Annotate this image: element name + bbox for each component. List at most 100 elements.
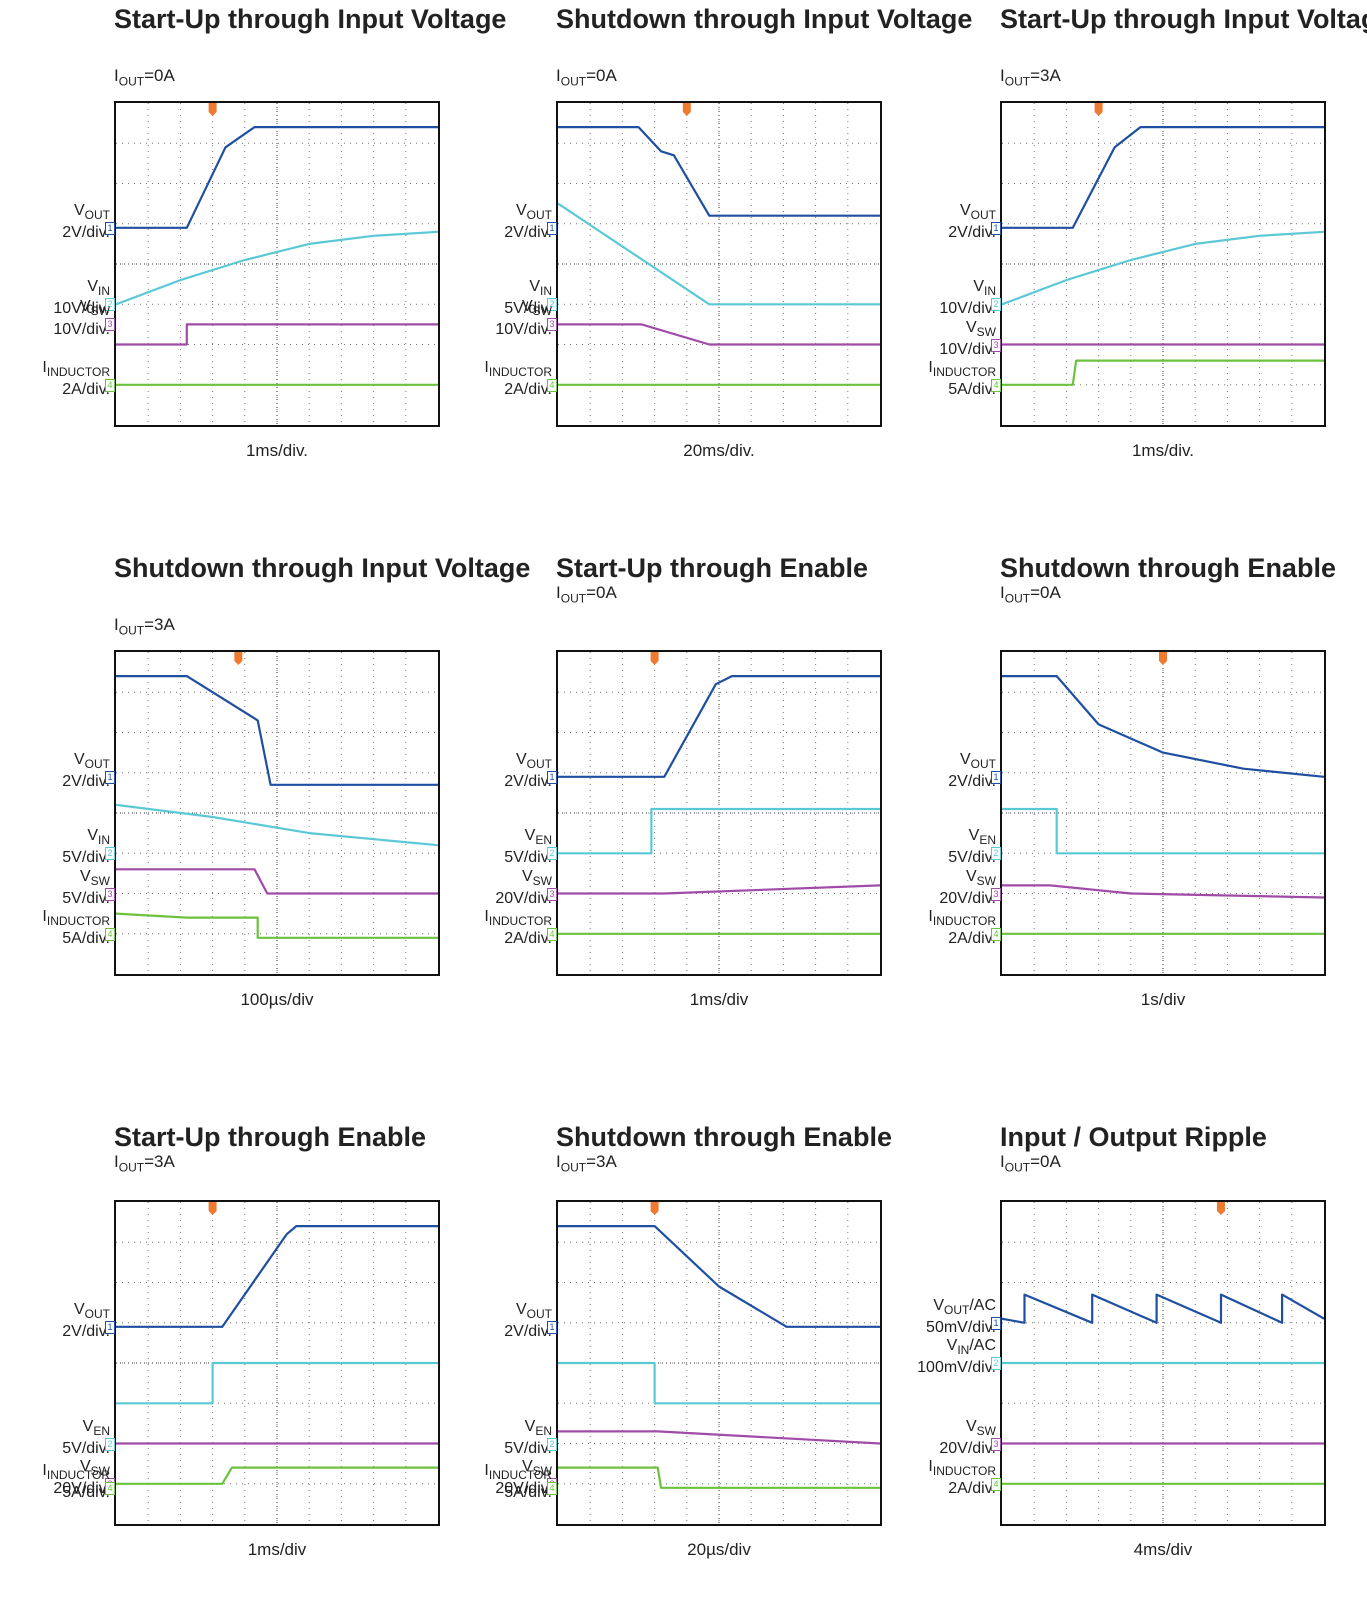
scope-panel: Shutdown through Input Voltage IOUT=3A VOU… — [2, 553, 530, 1053]
channel-label: VIN 10V/div. — [939, 278, 996, 318]
trace-vout — [1002, 1293, 1324, 1324]
trace-vin — [116, 230, 438, 306]
timebase-label: 20ms/div. — [683, 441, 755, 460]
trace-vout — [558, 126, 880, 217]
channel-marker-icon: 4 — [105, 927, 115, 941]
channel-label: VSW 10V/div. — [53, 298, 110, 338]
channel-label: IINDUCTOR 2A/div. — [484, 358, 552, 398]
panel-title: Start-Up through Input Voltage — [114, 4, 507, 34]
channel-label: VIN/AC 100mV/div. — [917, 1337, 996, 1377]
trace-vsw — [116, 323, 438, 346]
panel-title: Shutdown through Input Voltage — [556, 4, 973, 34]
scope-panel: Shutdown through Enable IOUT=3A VOUT 2V/div… — [444, 1122, 892, 1622]
channel-label: VOUT 2V/div. — [948, 201, 996, 241]
panel-condition: IOUT=0A — [1000, 1152, 1061, 1175]
trace-ven — [1002, 807, 1324, 855]
channel-label: IINDUCTOR 5A/div. — [42, 907, 110, 947]
trace-vin — [1002, 230, 1324, 306]
channel-marker-icon: 2 — [991, 847, 1001, 861]
channel-marker-icon: 2 — [105, 847, 115, 861]
trace-vsw — [116, 868, 438, 895]
trace-vin — [116, 803, 438, 847]
trigger-marker-icon — [650, 652, 659, 665]
channel-marker-icon: 2 — [547, 298, 557, 312]
channel-marker-icon: 4 — [105, 378, 115, 392]
trigger-marker-icon — [208, 103, 217, 116]
channel-label: VSW 20V/div. — [53, 1457, 110, 1497]
panel-condition: IOUT=0A — [556, 583, 617, 606]
channel-label: VIN 5V/div. — [504, 278, 552, 318]
scope-plot — [558, 652, 880, 974]
panel-condition: IOUT=3A — [556, 1152, 617, 1175]
channel-marker-icon: 1 — [105, 221, 115, 235]
channel-marker-icon: 2 — [991, 298, 1001, 312]
scope-panel: Start-Up through Enable IOUT=3A VOUT 2V/div… — [2, 1122, 442, 1622]
trace-iinductor — [116, 912, 438, 939]
panel-title: Start-Up through Enable — [556, 553, 868, 583]
channel-label: VSW 20V/div. — [495, 867, 552, 907]
scope-plot — [116, 1202, 438, 1524]
channel-marker-icon: 1 — [105, 770, 115, 784]
trigger-marker-icon — [1216, 1202, 1225, 1215]
panel-condition: IOUT=0A — [1000, 583, 1061, 606]
channel-label: VEN 5V/div. — [504, 1417, 552, 1457]
trace-vout — [558, 675, 880, 778]
trace-vout — [116, 675, 438, 786]
trace-vout — [116, 1225, 438, 1328]
scope-plot — [1002, 1202, 1324, 1524]
trigger-marker-icon — [1159, 652, 1167, 665]
channel-label: IINDUCTOR 2A/div. — [928, 907, 996, 947]
trace-vin — [558, 202, 880, 306]
channel-label: VOUT 2V/div. — [62, 750, 110, 790]
channel-marker-icon: 3 — [547, 887, 557, 901]
timebase-label: 1ms/div. — [245, 441, 309, 460]
timebase-label: 4ms/div — [1133, 1540, 1193, 1559]
channel-label: VOUT/AC 50mV/div. — [926, 1296, 996, 1336]
channel-marker-icon: 2 — [547, 1437, 557, 1451]
scope-screen — [1000, 101, 1326, 427]
trace-vout — [1002, 675, 1324, 778]
channel-label: VSW 10V/div. — [495, 298, 552, 338]
scope-screen — [1000, 650, 1326, 976]
panel-title: Shutdown through Input Voltage — [114, 553, 531, 583]
channel-label: IINDUCTOR 2A/div. — [484, 907, 552, 947]
panel-condition: IOUT=0A — [556, 66, 617, 89]
channel-marker-icon: 1 — [105, 1320, 115, 1334]
channel-marker-icon: 4 — [547, 378, 557, 392]
channel-label: VEN 5V/div. — [948, 827, 996, 867]
trace-vsw — [558, 1430, 880, 1445]
channel-marker-icon: 4 — [547, 1481, 557, 1495]
channel-label: IINDUCTOR 5A/div. — [928, 358, 996, 398]
channel-label: VOUT 2V/div. — [62, 1300, 110, 1340]
channel-marker-icon: 4 — [547, 927, 557, 941]
trace-ven — [558, 1361, 880, 1405]
channel-label: VSW 5V/div. — [62, 867, 110, 907]
panel-title: Input / Output Ripple — [1000, 1122, 1267, 1152]
channel-marker-icon: 4 — [991, 378, 1001, 392]
trace-vsw — [558, 884, 880, 895]
channel-marker-icon: 3 — [105, 887, 115, 901]
channel-label: VIN 10V/div. — [53, 278, 110, 318]
timebase-label: 1s/div — [1140, 990, 1186, 1009]
scope-panel: Start-Up through Input Voltage IOUT=0A VOU… — [2, 4, 506, 504]
channel-label: IINDUCTOR 5A/div. — [484, 1461, 552, 1501]
channel-label: VSW 10V/div. — [939, 318, 996, 358]
trace-vout — [558, 1225, 880, 1328]
channel-label: VSW 20V/div. — [939, 867, 996, 907]
channel-marker-icon: 1 — [547, 221, 557, 235]
panel-condition: IOUT=0A — [114, 66, 175, 89]
scope-screen — [114, 1200, 440, 1526]
scope-panel: Start-Up through Input Voltage IOUT=3A VOU… — [888, 4, 1367, 504]
channel-marker-icon: 1 — [991, 1316, 1001, 1330]
scope-screen — [1000, 1200, 1326, 1526]
trace-vsw — [1002, 884, 1324, 899]
channel-marker-icon: 4 — [105, 1481, 115, 1495]
channel-marker-icon: 1 — [547, 770, 557, 784]
scope-panel: Shutdown through Input Voltage IOUT=0A VOU… — [444, 4, 972, 504]
scope-plot — [558, 1202, 880, 1524]
timebase-label: 1ms/div — [247, 1540, 307, 1559]
trigger-marker-icon — [208, 1202, 217, 1215]
trigger-marker-icon — [234, 652, 243, 665]
channel-label: VOUT 2V/div. — [62, 201, 110, 241]
trace-iinductor — [1002, 359, 1324, 386]
